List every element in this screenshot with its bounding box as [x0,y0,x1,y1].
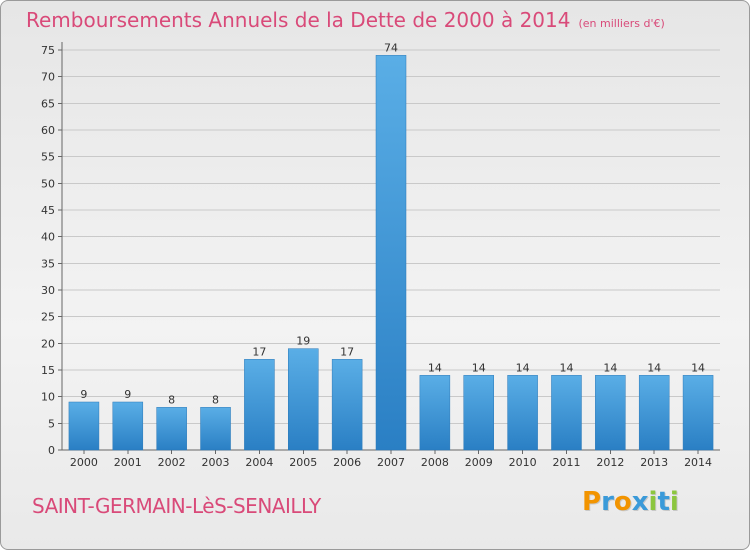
chart-title: Remboursements Annuels de la Dette de 20… [26,8,665,32]
commune-name: SAINT-GERMAIN-LèS-SENAILLY [32,494,321,518]
y-tick-label: 75 [41,44,55,57]
y-tick-label: 30 [41,284,55,297]
y-tick-label: 10 [41,391,55,404]
x-tick-label-2009: 2009 [465,456,493,469]
y-tick-label: 60 [41,124,55,137]
x-tick-label-2012: 2012 [596,456,624,469]
data-label-2009: 14 [472,361,486,374]
x-tick-label-2014: 2014 [684,456,712,469]
bar-2014 [682,375,714,451]
data-label-2014: 14 [691,361,705,374]
proxiti-logo: Proxiti [582,487,679,517]
unit-note: (en milliers d'€) [578,17,665,30]
bar-2006 [331,359,363,451]
bar-2003 [200,407,231,451]
data-label-2002: 8 [168,393,175,406]
x-tick-label-2002: 2002 [158,456,186,469]
bar-2010 [507,375,538,451]
x-tick-label-2001: 2001 [114,456,142,469]
y-tick-label: 0 [48,444,55,457]
logo-letter: o [613,487,632,517]
data-label-2010: 14 [516,361,530,374]
data-label-2001: 9 [124,388,131,401]
x-tick-label-2011: 2011 [552,456,580,469]
data-label-2006: 17 [340,345,354,358]
logo-letter: i [669,487,679,517]
x-tick-label-2003: 2003 [202,456,230,469]
logo-letter: P [582,487,602,517]
bar-2009 [463,375,494,451]
title-text: Remboursements Annuels de la Dette de 20… [26,8,571,32]
y-tick-label: 65 [41,97,55,110]
y-tick-label: 40 [41,231,55,244]
bar-2008 [419,375,451,451]
y-tick-label: 35 [41,257,55,270]
data-label-2012: 14 [603,361,617,374]
x-tick-labels: 2000 2001 2002 2003 2004 2005 2006 2007 2008 2009… [70,456,712,469]
bar-2005 [288,348,319,451]
y-tick-label: 70 [41,71,55,84]
y-tick-label: 45 [41,204,55,217]
logo-letter: i [648,487,658,517]
bar-2004 [244,359,275,451]
data-label-2004: 17 [252,345,266,358]
bar-2013 [638,375,670,451]
y-tick-label: 50 [41,177,55,190]
x-tick-label-2007: 2007 [377,456,405,469]
data-label-2013: 14 [647,361,661,374]
x-tick-label-2006: 2006 [333,456,361,469]
data-label-2000: 9 [80,388,87,401]
bar-2007 [375,55,407,451]
data-label-2007: 74 [384,41,398,54]
bar-2000 [68,401,100,451]
y-tick-labels: 0 5 10 15 20 25 30 35 40 45 50 55 60 65 70 75 [41,44,55,457]
logo-letter: r [601,487,614,517]
bar-2012 [595,375,626,451]
x-tick-label-2005: 2005 [289,456,317,469]
data-label-2011: 14 [559,361,573,374]
x-tick-label-2008: 2008 [421,456,449,469]
x-tick-label-2004: 2004 [245,456,273,469]
y-tick-label: 15 [41,364,55,377]
x-tick-label-2013: 2013 [640,456,668,469]
logo-letter: t [657,487,670,517]
y-tick-label: 55 [41,151,55,164]
bars [68,55,714,451]
data-labels: 9 9 8 8 17 19 17 74 14 14 14 14 14 14 14 [80,41,705,406]
data-label-2008: 14 [428,361,442,374]
data-label-2005: 19 [296,335,310,348]
y-tick-label: 20 [41,337,55,350]
x-tick-label-2000: 2000 [70,456,98,469]
x-tick-label-2010: 2010 [509,456,537,469]
data-label-2003: 8 [212,393,219,406]
logo-letter: x [631,487,649,517]
y-tick-label: 5 [48,417,55,430]
y-tick-label: 25 [41,311,55,324]
bar-2011 [551,375,582,451]
bar-2001 [112,401,144,451]
bar-2002 [156,407,187,451]
